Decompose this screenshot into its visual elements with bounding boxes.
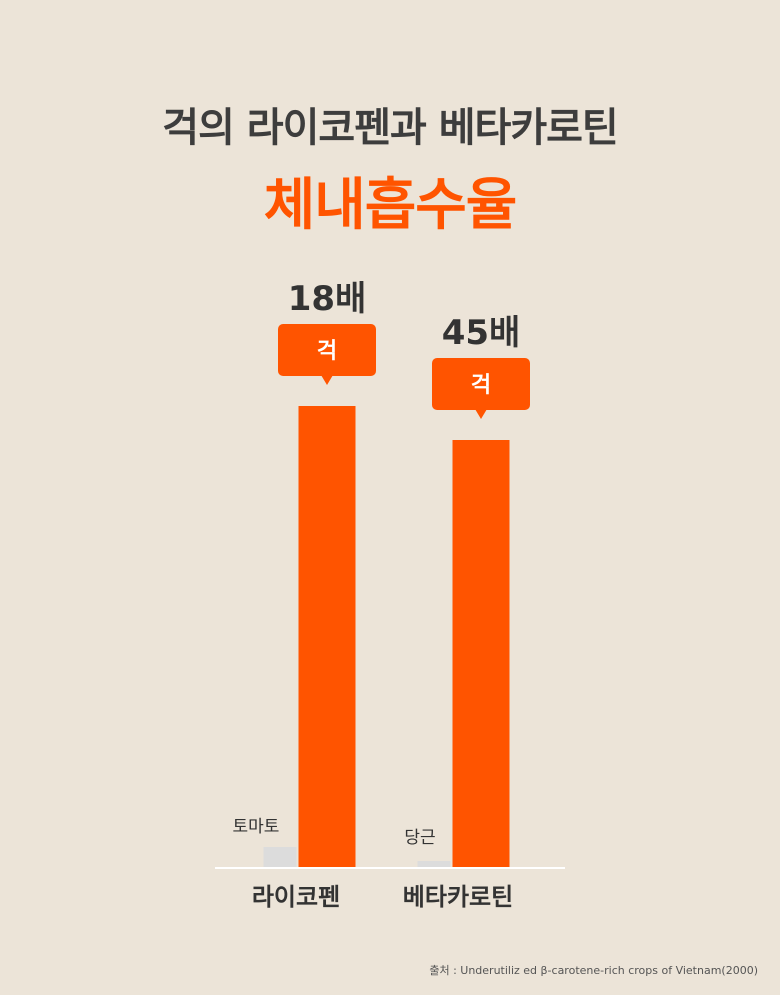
callout-label-betacarotene: 걱: [471, 373, 491, 398]
source-note: 출처 : Underutiliz ed β-carotene-rich crop…: [429, 964, 758, 977]
bar-label-tomato: 토마토: [233, 817, 280, 837]
bar-betacarotene-geok: [452, 440, 510, 867]
bar-lycopene-geok: [298, 406, 356, 867]
page-title-line1: 걱의 라이코펜과 베타카로틴: [162, 105, 618, 151]
callout-betacarotene: 걱: [432, 358, 530, 419]
category-label-betacarotene: 베타카로틴: [403, 883, 513, 911]
bar-label-carrot: 당근: [404, 828, 435, 848]
bar-carrot: [417, 861, 451, 867]
multiplier-label-betacarotene: 45배: [442, 313, 521, 353]
page-title-line2: 체내흡수율: [263, 173, 518, 238]
category-label-lycopene: 라이코펜: [252, 883, 340, 911]
callout-label-lycopene: 걱: [317, 339, 337, 364]
multiplier-label-lycopene: 18배: [288, 279, 367, 319]
callout-lycopene: 걱: [278, 324, 376, 385]
bar-tomato: [263, 847, 297, 867]
